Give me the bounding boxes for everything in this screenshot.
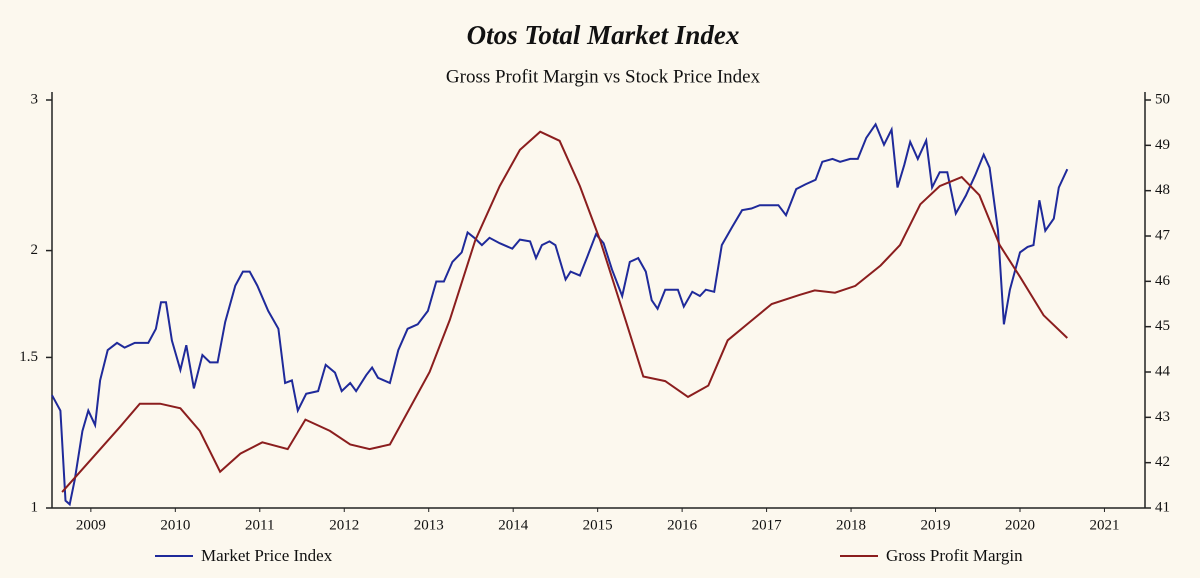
x-tick-label: 2020 bbox=[1005, 517, 1035, 533]
x-tick-label: 2013 bbox=[414, 517, 444, 533]
y2-tick-label: 46 bbox=[1155, 273, 1171, 289]
x-tick-label: 2021 bbox=[1089, 517, 1119, 533]
y2-tick-label: 50 bbox=[1155, 91, 1170, 107]
x-tick-label: 2011 bbox=[245, 517, 274, 533]
series-line bbox=[51, 122, 1069, 507]
y2-tick-label: 49 bbox=[1155, 137, 1170, 153]
y2-tick-label: 43 bbox=[1155, 409, 1170, 425]
y-tick-label: 2 bbox=[31, 242, 39, 258]
x-tick-label: 2015 bbox=[583, 517, 613, 533]
x-tick-label: 2012 bbox=[329, 517, 359, 533]
x-tick-label: 2018 bbox=[836, 517, 866, 533]
y-tick-label: 1.5 bbox=[19, 349, 38, 365]
y2-tick-label: 47 bbox=[1155, 227, 1171, 243]
y2-tick-label: 45 bbox=[1155, 318, 1170, 334]
y-tick-label: 3 bbox=[31, 91, 39, 107]
chart-subtitle: Gross Profit Margin vs Stock Price Index bbox=[446, 66, 761, 87]
legend-label: Gross Profit Margin bbox=[886, 546, 1023, 565]
legend-label: Market Price Index bbox=[201, 546, 333, 565]
y2-tick-label: 48 bbox=[1155, 182, 1170, 198]
y2-tick-label: 41 bbox=[1155, 499, 1170, 515]
y2-tick-label: 42 bbox=[1155, 454, 1170, 470]
x-tick-label: 2016 bbox=[667, 517, 698, 533]
x-tick-label: 2010 bbox=[160, 517, 190, 533]
y2-tick-label: 44 bbox=[1155, 363, 1171, 379]
chart-title: Otos Total Market Index bbox=[467, 20, 740, 50]
x-tick-label: 2019 bbox=[921, 517, 951, 533]
x-tick-label: 2009 bbox=[76, 517, 106, 533]
y-tick-label: 1 bbox=[31, 499, 39, 515]
series-line bbox=[61, 130, 1068, 493]
x-tick-label: 2014 bbox=[498, 517, 529, 533]
x-tick-label: 2017 bbox=[752, 517, 783, 533]
